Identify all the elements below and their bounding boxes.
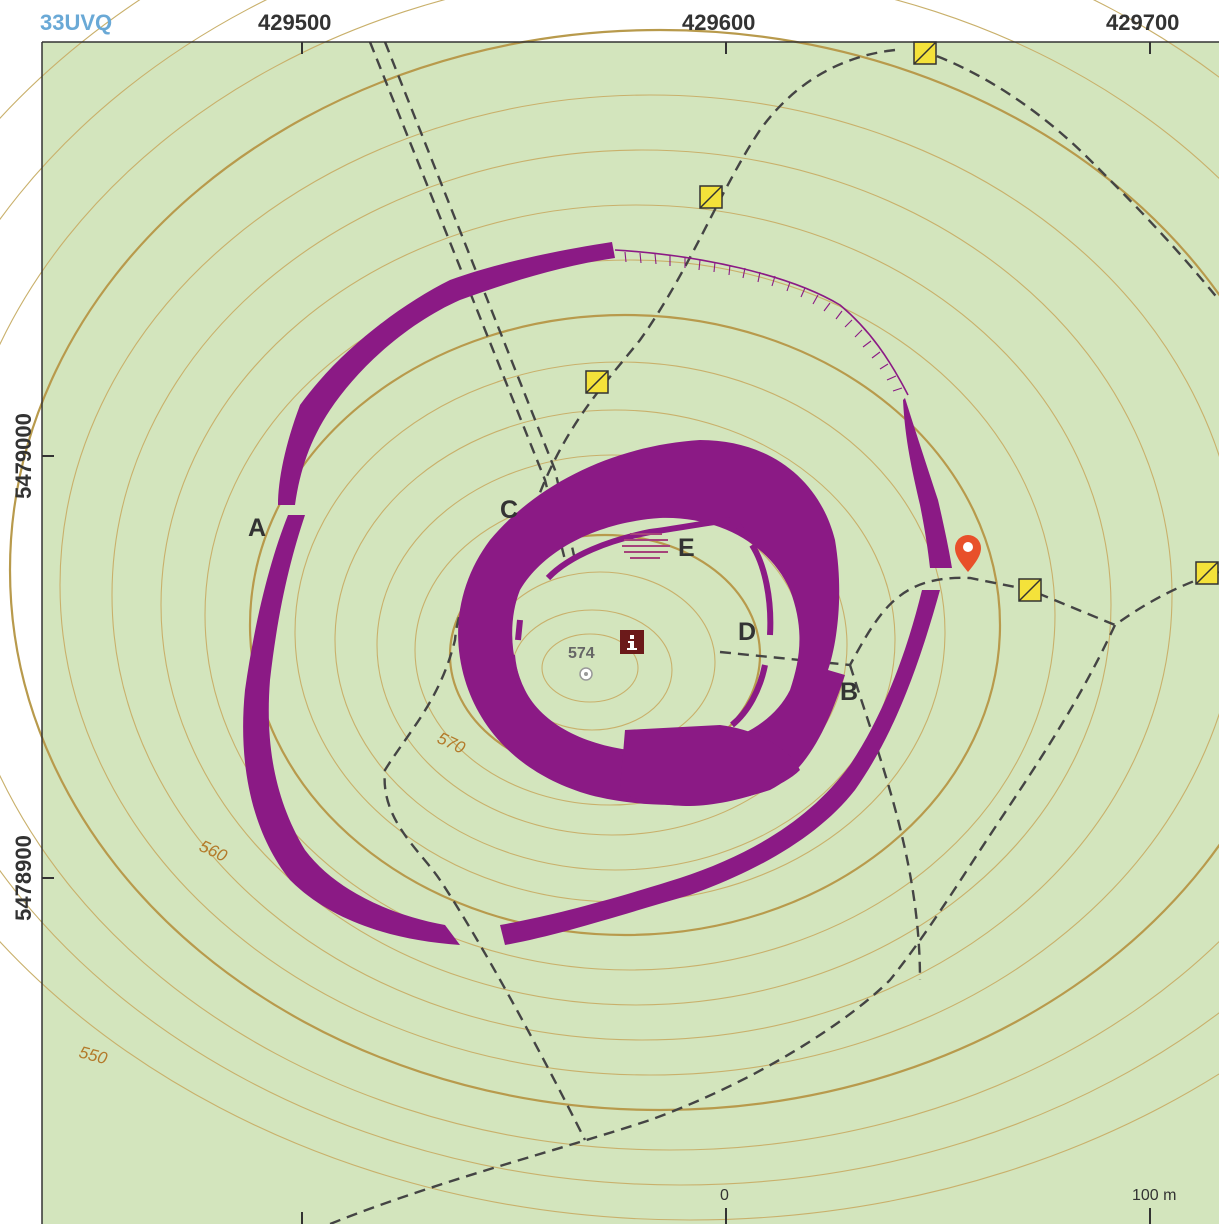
summit-elevation: 574	[568, 645, 595, 662]
trail-marker-icon[interactable]	[699, 185, 723, 209]
easting-label: 429700	[1106, 10, 1179, 35]
inner-wall-segments	[509, 517, 774, 743]
grid-zone-label: 33UVQ	[40, 10, 112, 35]
trail-marker-icon[interactable]	[1195, 561, 1219, 585]
footpaths	[329, 41, 1219, 1224]
scale-zero-label: 0	[720, 1187, 729, 1204]
escarpment-line	[614, 249, 909, 396]
summit-point-icon	[579, 667, 593, 681]
easting-label: 429600	[682, 10, 755, 35]
label-c: C	[500, 496, 518, 524]
label-d: D	[738, 618, 756, 646]
hatched-area	[622, 533, 670, 559]
scale-bar: 0 100 m	[720, 1187, 1176, 1224]
label-b: B	[840, 678, 858, 706]
outer-rampart	[243, 242, 952, 945]
location-pin-icon[interactable]	[955, 535, 981, 572]
northing-label: 5479000	[11, 413, 36, 499]
label-e: E	[678, 534, 695, 562]
label-a: A	[248, 514, 266, 542]
inner-rampart	[458, 440, 845, 806]
info-icon[interactable]	[620, 630, 644, 654]
northing-label: 5478900	[11, 835, 36, 921]
easting-label: 429500	[258, 10, 331, 35]
trail-marker-icon[interactable]	[1018, 578, 1042, 602]
scale-end-label: 100 m	[1132, 1187, 1176, 1204]
map-frame	[41, 41, 1219, 1224]
trail-marker-icon[interactable]	[913, 41, 937, 65]
trail-marker-icon[interactable]	[585, 370, 609, 394]
